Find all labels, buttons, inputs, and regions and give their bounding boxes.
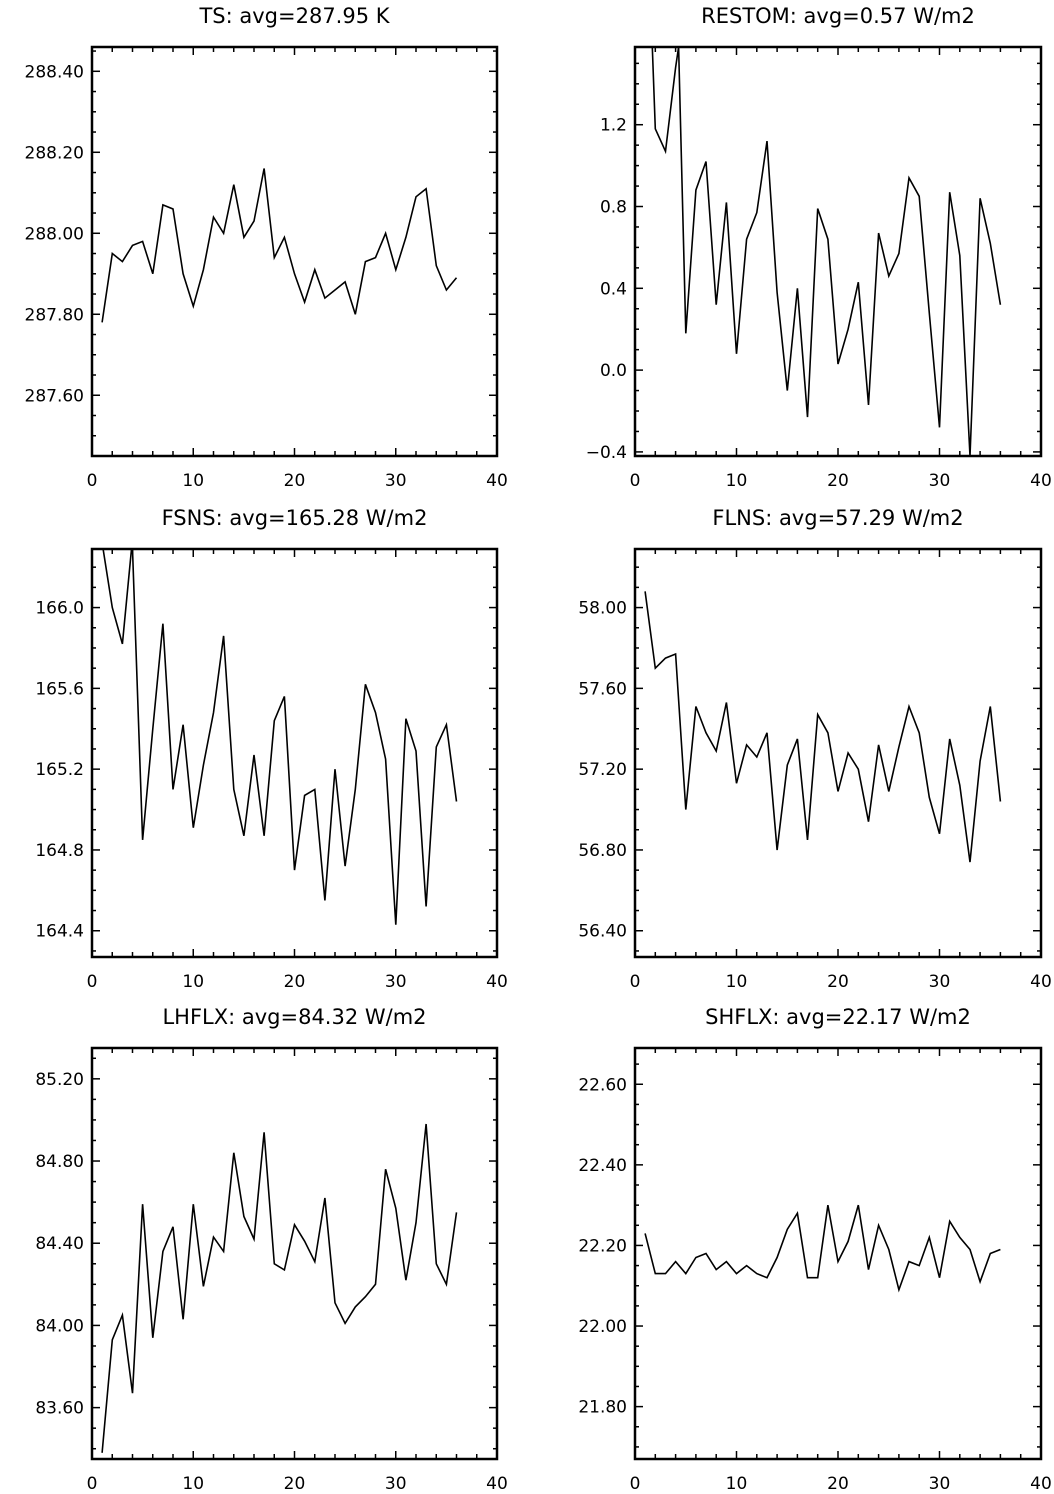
plot-frame	[633, 1046, 1043, 1461]
y-tick-label: 288.40	[25, 62, 84, 82]
x-tick-label: 0	[630, 972, 641, 992]
series-line	[101, 168, 458, 323]
y-tick-label: 288.00	[25, 224, 84, 244]
y-tick-label: 58.00	[578, 599, 627, 619]
series-line	[644, 591, 1002, 863]
x-tick-label: 40	[1030, 471, 1052, 491]
x-tick-label: 10	[182, 471, 204, 491]
x-tick-label: 30	[385, 471, 407, 491]
x-tick-label: 20	[284, 972, 306, 992]
x-tick-label: 40	[486, 471, 508, 491]
y-tick-label: 165.6	[35, 679, 84, 699]
x-tick-label: 10	[726, 471, 748, 491]
y-tick-label: 164.4	[35, 922, 84, 942]
plot-frame	[90, 45, 499, 458]
panel-shflx: SHFLX: avg=22.17 W/m2 0 10 20 30 40 21.80 22.00…	[578, 1005, 1051, 1494]
y-tick-label: 287.80	[25, 305, 84, 325]
y-tick-label: 57.20	[578, 760, 627, 780]
y-tick-label: 84.00	[35, 1316, 84, 1336]
y-tick-label: 56.80	[578, 841, 627, 861]
y-tick-label: 0.8	[600, 198, 627, 218]
y-tick-label: 84.40	[35, 1234, 84, 1254]
panel-lhflx: LHFLX: avg=84.32 W/m2 0 10 20 30 40 83.60 84.00…	[35, 1005, 507, 1494]
y-tick-label: 57.60	[578, 679, 627, 699]
y-tick-label: 85.20	[35, 1070, 84, 1090]
y-tick-label: 22.20	[578, 1236, 627, 1256]
x-tick-label: 0	[87, 972, 98, 992]
panel-title: TS: avg=287.95 K	[198, 4, 390, 28]
y-tick-label: 22.40	[578, 1156, 627, 1176]
panel-title: SHFLX: avg=22.17 W/m2	[705, 1005, 971, 1029]
x-tick-label: 40	[1030, 972, 1052, 992]
y-tick-label: 0.0	[600, 361, 627, 381]
y-tick-label: 166.0	[35, 599, 84, 619]
x-tick-label: 10	[726, 972, 748, 992]
series-line	[644, 1204, 1001, 1293]
y-tick-label: 1.2	[600, 116, 627, 136]
y-tick-label: 22.00	[578, 1317, 627, 1337]
x-tick-label: 20	[284, 1474, 306, 1494]
x-tick-label: 10	[726, 1474, 748, 1494]
plot-frame	[633, 45, 1043, 458]
series-line	[651, 47, 1002, 456]
y-tick-label: 56.40	[578, 922, 627, 942]
y-tick-label: 288.20	[25, 143, 84, 163]
x-tick-label: 10	[182, 1474, 204, 1494]
panel-restom: RESTOM: avg=0.57 W/m2 0 10 20 30 40 −0.4 0.0 0.4…	[586, 4, 1052, 491]
y-tick-label: 165.2	[35, 760, 84, 780]
panel-fsns: FSNS: avg=165.28 W/m2 0 10 20 30 40 164.4 164.8…	[35, 506, 507, 992]
panel-title: RESTOM: avg=0.57 W/m2	[701, 4, 975, 28]
y-tick-label: 164.8	[35, 841, 84, 861]
x-tick-label: 40	[486, 1474, 508, 1494]
x-tick-label: 20	[284, 471, 306, 491]
x-tick-label: 0	[630, 471, 641, 491]
plot-frame	[633, 547, 1043, 959]
panel-title: FSNS: avg=165.28 W/m2	[162, 506, 428, 530]
x-tick-label: 0	[87, 471, 98, 491]
x-tick-label: 40	[1030, 1474, 1052, 1494]
y-tick-label: 22.60	[578, 1075, 627, 1095]
y-tick-label: 0.4	[600, 279, 627, 299]
x-tick-label: 20	[827, 471, 849, 491]
panel-ts: TS: avg=287.95 K 0 10 20 30 40 287.60 287.80 288…	[25, 4, 508, 491]
x-tick-label: 30	[929, 1474, 951, 1494]
x-tick-label: 30	[385, 972, 407, 992]
y-tick-label: 21.80	[578, 1398, 627, 1418]
x-tick-label: 30	[929, 471, 951, 491]
x-tick-label: 30	[385, 1474, 407, 1494]
y-tick-label: 287.60	[25, 386, 84, 406]
x-tick-label: 10	[182, 972, 204, 992]
x-tick-label: 0	[630, 1474, 641, 1494]
y-tick-label: 84.80	[35, 1152, 84, 1172]
x-tick-label: 30	[929, 972, 951, 992]
x-tick-label: 20	[827, 972, 849, 992]
series-line	[101, 1123, 458, 1453]
panel-title: LHFLX: avg=84.32 W/m2	[162, 1005, 426, 1029]
y-tick-label: −0.4	[586, 443, 627, 463]
series-line	[102, 549, 458, 925]
x-tick-label: 40	[486, 972, 508, 992]
panel-title: FLNS: avg=57.29 W/m2	[712, 506, 963, 530]
x-tick-label: 20	[827, 1474, 849, 1494]
y-tick-label: 83.60	[35, 1399, 84, 1419]
panel-flns: FLNS: avg=57.29 W/m2 0 10 20 30 40 56.40 56.80 5…	[578, 506, 1051, 992]
x-tick-label: 0	[87, 1474, 98, 1494]
